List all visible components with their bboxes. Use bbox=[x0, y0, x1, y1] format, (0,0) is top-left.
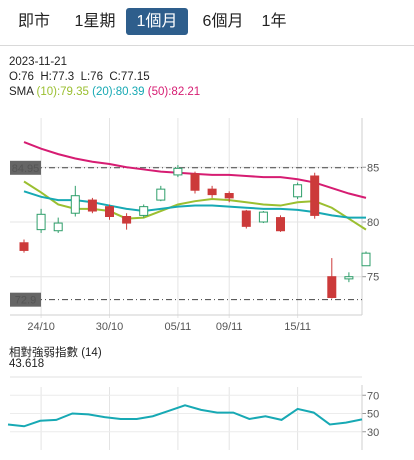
quote-date: 2023-11-21 bbox=[9, 56, 67, 68]
rsi-title: 相對強弱指數 (14) bbox=[9, 344, 102, 360]
candle-body bbox=[139, 206, 149, 216]
tab-6-months[interactable]: 6個月 bbox=[202, 13, 244, 30]
timeframe-tabbar: 即市 1星期 1個月 6個月 1年 bbox=[0, 0, 414, 46]
rsi-title-text: 相對強弱指數 bbox=[9, 347, 78, 359]
x-tick-label: 30/10 bbox=[96, 321, 124, 333]
reference-label: 84.95 bbox=[12, 163, 40, 175]
candle-body bbox=[190, 173, 200, 191]
sma-line bbox=[23, 180, 367, 231]
candle-body bbox=[105, 206, 114, 217]
rsi-y-tick-label: 70 bbox=[367, 390, 379, 402]
candle-body bbox=[310, 175, 320, 216]
candle-body bbox=[327, 276, 337, 298]
sma50-legend: (50):82.21 bbox=[147, 86, 201, 98]
rsi-y-tick-label: 30 bbox=[367, 427, 379, 439]
candle-body bbox=[293, 184, 303, 198]
tab-1-month[interactable]: 1個月 bbox=[126, 8, 188, 35]
sma-label: SMA bbox=[9, 86, 34, 98]
candle-body bbox=[241, 210, 251, 227]
tab-1-week[interactable]: 1星期 bbox=[74, 13, 116, 30]
candle-body bbox=[70, 195, 80, 214]
candle-body bbox=[276, 217, 285, 232]
candle-body bbox=[156, 188, 166, 201]
candle-body bbox=[53, 222, 63, 232]
y-tick-label: 80 bbox=[367, 217, 379, 229]
rsi-period: (14) bbox=[81, 347, 102, 359]
x-tick-label: 24/10 bbox=[27, 321, 55, 333]
candle-body bbox=[36, 213, 46, 231]
y-tick-label: 85 bbox=[367, 162, 379, 174]
sma20-legend: (20):80.39 bbox=[92, 86, 145, 98]
x-tick-label: 09/11 bbox=[216, 321, 243, 333]
reference-label-box bbox=[10, 160, 41, 175]
tab-intraday[interactable]: 即市 bbox=[17, 13, 50, 30]
sma-legend: SMA (10):79.35 (20):80.39 (50):82.21 bbox=[9, 86, 200, 98]
reference-label-box bbox=[10, 292, 41, 307]
candle-body bbox=[361, 252, 371, 267]
candle-body bbox=[224, 193, 234, 199]
candle-body bbox=[173, 167, 183, 176]
x-tick-label: 05/11 bbox=[165, 321, 192, 333]
sma-line bbox=[23, 190, 366, 219]
rsi-y-tick-label: 50 bbox=[367, 409, 379, 421]
ohlc-readout: O:76 H:77.3 L:76 C:77.15 bbox=[9, 71, 150, 83]
candle-body bbox=[19, 242, 29, 251]
y-tick-label: 75 bbox=[367, 272, 379, 284]
candle-body bbox=[258, 211, 268, 223]
tab-1-year[interactable]: 1年 bbox=[261, 13, 287, 30]
candle-body bbox=[344, 276, 354, 280]
rsi-value: 43.618 bbox=[9, 358, 45, 370]
sma10-legend: (10):79.35 bbox=[36, 86, 89, 98]
reference-label: 72.9 bbox=[15, 295, 36, 307]
candle-body bbox=[207, 188, 217, 196]
rsi-line bbox=[7, 404, 363, 428]
candle-body bbox=[122, 216, 132, 224]
x-tick-label: 15/11 bbox=[284, 321, 311, 333]
candle-body bbox=[87, 199, 97, 212]
